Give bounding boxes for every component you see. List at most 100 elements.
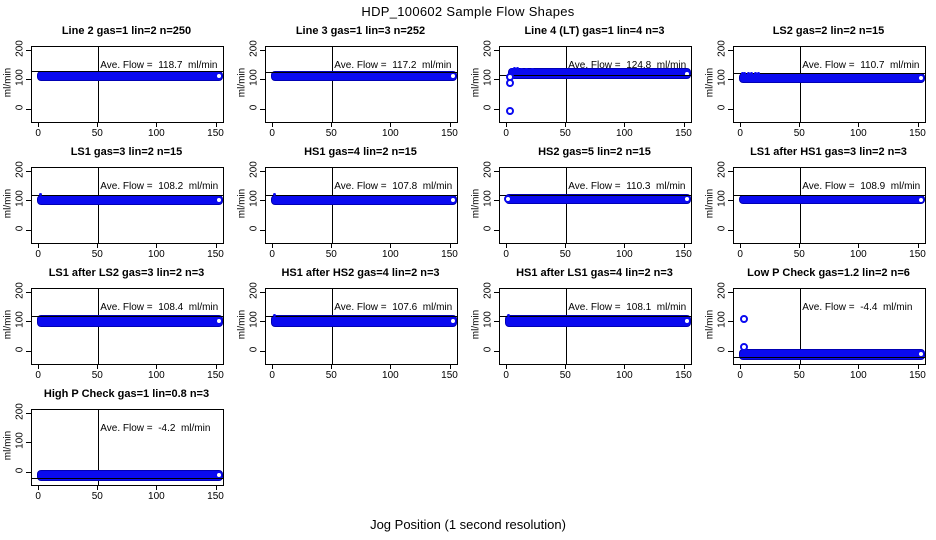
y-tick-label: 100 (14, 69, 26, 87)
y-tick-label: 200 (14, 160, 26, 178)
y-tick-label: 0 (716, 225, 728, 232)
x-tick (331, 123, 333, 127)
plot-box: Ave. Flow = 108.9 ml/min (733, 167, 926, 244)
scatter-dot (38, 193, 42, 197)
reference-line (500, 75, 691, 77)
data-band (271, 71, 457, 82)
x-tick (38, 365, 40, 369)
x-tick (97, 244, 99, 248)
reference-line (32, 315, 223, 317)
scatter-dot (516, 67, 520, 71)
data-band (37, 469, 223, 481)
band-end-gap (918, 76, 923, 81)
x-tick (799, 123, 801, 127)
data-band (271, 195, 457, 206)
data-band (505, 315, 691, 327)
scatter-dot (740, 71, 744, 75)
y-tick (26, 230, 31, 231)
y-tick-label: 100 (482, 69, 494, 87)
y-axis-unit-label: ml/min (704, 309, 716, 340)
x-tick (506, 123, 508, 127)
x-tick (272, 244, 274, 248)
y-axis-unit-label: ml/min (704, 188, 716, 219)
y-tick (26, 170, 31, 172)
x-tick-label: 150 (207, 491, 224, 502)
scatter-dot (750, 72, 754, 76)
x-tick-label: 50 (91, 249, 103, 260)
flow-panel: Line 4 (LT) gas=1 lin=4 n=3 Ave. Flow = 1… (468, 25, 702, 146)
scatter-dot (743, 72, 747, 76)
y-tick-label: 0 (716, 104, 728, 111)
x-tick (740, 123, 742, 127)
x-tick-label: 0 (737, 370, 743, 381)
vertical-marker-line (332, 47, 334, 122)
ave-flow-label: Ave. Flow = -4.4 ml/min (802, 301, 913, 313)
panel-title: HS1 gas=4 lin=2 n=15 (304, 146, 417, 158)
vertical-marker-line (566, 47, 568, 122)
x-tick-label: 100 (850, 249, 867, 260)
y-tick (494, 49, 499, 51)
y-axis-unit-label: ml/min (470, 309, 482, 340)
plot-box: Ave. Flow = 107.6 ml/min (265, 288, 458, 365)
y-axis-unit-label: ml/min (2, 67, 14, 98)
plot-box: Ave. Flow = 117.2 ml/min (265, 46, 458, 123)
y-tick-label: 200 (14, 281, 26, 299)
y-tick-label: 200 (716, 160, 728, 178)
y-tick (728, 321, 733, 323)
x-tick-label: 100 (148, 128, 165, 139)
y-tick-label: 0 (248, 225, 260, 232)
x-tick (215, 244, 217, 248)
outlier-point (739, 315, 748, 324)
scatter-dot (272, 314, 276, 318)
panel-title: LS1 after LS2 gas=3 lin=2 n=3 (48, 267, 205, 279)
reference-line (266, 315, 457, 317)
reference-line (500, 194, 691, 196)
x-tick (272, 123, 274, 127)
x-tick (858, 244, 860, 248)
x-tick-label: 0 (35, 370, 41, 381)
x-tick-label: 100 (850, 128, 867, 139)
plot-box: Ave. Flow = 110.3 ml/min (499, 167, 692, 244)
plot-box: Ave. Flow = 124.8 ml/min (499, 46, 692, 123)
y-tick-label: 200 (482, 160, 494, 178)
y-tick-label: 100 (14, 432, 26, 450)
x-tick-label: 50 (559, 249, 571, 260)
x-tick-label: 0 (35, 128, 41, 139)
x-tick (565, 244, 567, 248)
x-tick (683, 244, 685, 248)
flow-panel: Low P Check gas=1.2 lin=2 n=6 Ave. Flow =… (702, 267, 936, 388)
y-tick-label: 200 (248, 281, 260, 299)
x-tick-label: 150 (441, 128, 458, 139)
data-band (739, 73, 925, 84)
reference-line (734, 195, 925, 197)
x-tick-label: 150 (207, 249, 224, 260)
x-tick-label: 50 (793, 128, 805, 139)
data-band (739, 348, 925, 360)
figure-title: HDP_100602 Sample Flow Shapes (361, 4, 575, 19)
x-tick (624, 123, 626, 127)
y-tick (26, 79, 31, 81)
x-axis-label: Jog Position (1 second resolution) (370, 517, 566, 532)
x-tick-label: 150 (675, 249, 692, 260)
ave-flow-label: Ave. Flow = 108.9 ml/min (802, 180, 921, 192)
x-tick-label: 0 (503, 249, 509, 260)
y-tick (494, 109, 499, 110)
x-tick (215, 365, 217, 369)
x-tick-label: 100 (616, 370, 633, 381)
x-tick-label: 50 (559, 370, 571, 381)
data-band (37, 194, 223, 205)
vertical-marker-line (566, 168, 568, 243)
ave-flow-label: Ave. Flow = 110.3 ml/min (568, 180, 686, 192)
panel-title: Line 4 (LT) gas=1 lin=4 n=3 (524, 25, 665, 37)
plot-box: Ave. Flow = 118.7 ml/min (31, 46, 224, 123)
x-tick (390, 244, 392, 248)
y-tick (26, 351, 31, 352)
reference-line (734, 73, 925, 75)
y-tick-label: 0 (14, 225, 26, 232)
x-tick (97, 365, 99, 369)
band-end-gap (216, 473, 221, 478)
y-axis-unit-label: ml/min (470, 188, 482, 219)
x-tick (565, 365, 567, 369)
flow-panel: HS1 gas=4 lin=2 n=15 Ave. Flow = 107.8 ml… (234, 146, 468, 267)
x-tick-label: 100 (382, 370, 399, 381)
